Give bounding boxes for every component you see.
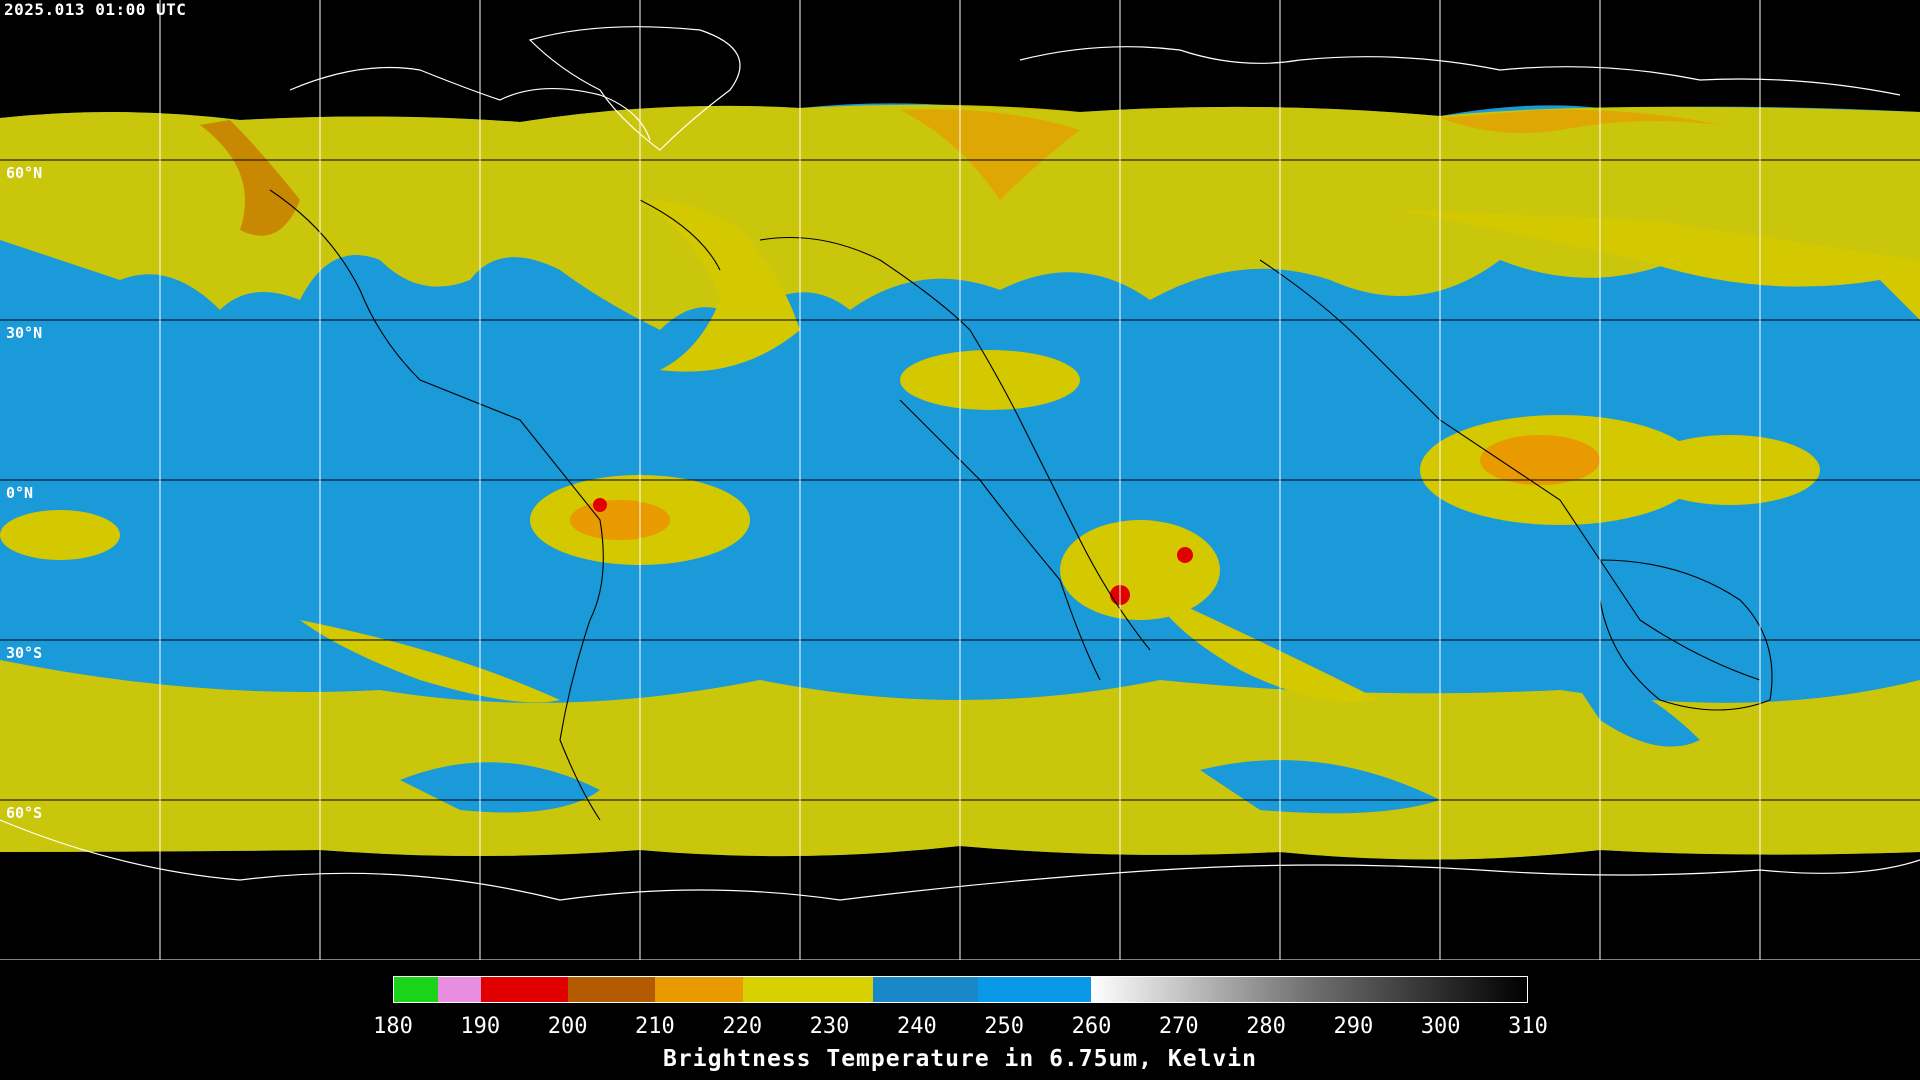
colorbar-segment	[977, 977, 1092, 1002]
colorbar-segment	[481, 977, 569, 1002]
colorbar-tick-label: 200	[547, 1014, 588, 1039]
colorbar	[393, 976, 1528, 1003]
legend-title: Brightness Temperature in 6.75um, Kelvin	[663, 1046, 1257, 1072]
colorbar-segment	[1091, 977, 1310, 1002]
colorbar-tick-label: 270	[1158, 1014, 1199, 1039]
colorbar-tick-label: 230	[809, 1014, 850, 1039]
latitude-label-30s: 30°S	[6, 644, 43, 662]
colorbar-tick-label: 210	[635, 1014, 675, 1039]
latitude-label-30n: 30°N	[6, 324, 43, 342]
colorbar-segment	[437, 977, 482, 1002]
colorbar-tick-label: 280	[1246, 1014, 1286, 1039]
colorbar-segment	[655, 977, 743, 1002]
latitude-label-60s: 60°S	[6, 804, 43, 822]
colorbar-segment	[568, 977, 656, 1002]
colorbar-tick-label: 290	[1333, 1014, 1374, 1039]
graticule-meridians	[159, 0, 1761, 960]
colorbar-segment	[873, 977, 978, 1002]
colorbar-tick-label: 180	[373, 1014, 413, 1039]
colorbar-tick-label: 190	[460, 1014, 501, 1039]
colorbar-segment	[394, 977, 438, 1002]
colorbar-tick-label: 220	[722, 1014, 763, 1039]
latitude-label-60n: 60°N	[6, 164, 43, 182]
colorbar-tick-label: 310	[1508, 1014, 1548, 1039]
colorbar-tick-label: 240	[896, 1014, 937, 1039]
colorbar-tick-label: 300	[1420, 1014, 1461, 1039]
timestamp-label: 2025.013 01:00 UTC	[4, 0, 187, 19]
continent-outlines	[269, 189, 1773, 821]
colorbar-tick-label: 250	[984, 1014, 1025, 1039]
colorbar-tick-label: 260	[1071, 1014, 1112, 1039]
coastlines	[0, 26, 1920, 901]
colorbar-segment	[1309, 977, 1527, 1002]
latitude-label-0n: 0°N	[6, 484, 34, 502]
colorbar-segment	[742, 977, 874, 1002]
satellite-map	[0, 0, 1920, 960]
